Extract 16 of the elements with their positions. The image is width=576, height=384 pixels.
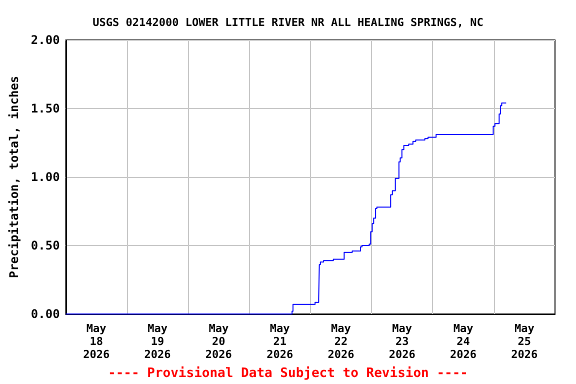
x-tick-label: May 24 2026 <box>450 322 477 361</box>
y-tick-label: 1.00 <box>30 170 60 184</box>
x-tick-label: May 23 2026 <box>388 322 416 361</box>
x-tick-label: May 20 2026 <box>205 322 232 361</box>
x-tick-label: May 25 2026 <box>511 322 538 361</box>
y-tick-label: 1.50 <box>30 102 60 116</box>
x-tick-label: May 18 2026 <box>83 322 110 361</box>
x-tick-label: May 21 2026 <box>266 322 294 361</box>
x-tick-label: May 19 2026 <box>144 322 172 361</box>
y-tick-label: 0.00 <box>30 307 60 321</box>
chart-title: USGS 02142000 LOWER LITTLE RIVER NR ALL HEALING SPRINGS, NC <box>92 16 484 29</box>
text: ---- Provisional Data Subject to Revision ---- <box>108 366 468 381</box>
y-axis-title: Precipitation, total, inches <box>7 76 21 278</box>
y-tick-label: 0.50 <box>30 238 60 252</box>
y-tick-label: 2.00 <box>30 33 60 47</box>
x-tick-label: May 22 2026 <box>328 322 355 361</box>
